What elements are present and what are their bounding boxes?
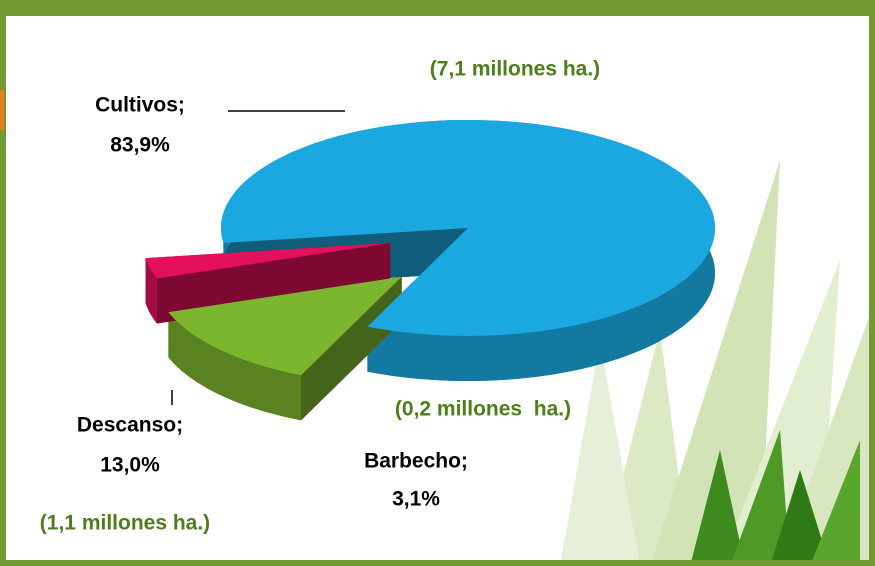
slice-value-label: 13,0% (100, 454, 160, 477)
slice (145, 243, 391, 279)
slice-value-label: 83,9% (110, 134, 170, 157)
slice-value-label: 3,1% (392, 488, 440, 511)
slice (221, 120, 715, 336)
pie (145, 120, 715, 421)
background-grass (560, 160, 875, 566)
annotation: (1,1 millones ha.) (40, 512, 210, 535)
slice (168, 276, 402, 376)
slice-label: Barbecho; (364, 450, 468, 473)
top-bar (0, 0, 875, 16)
slice-label: Descanso; (77, 414, 183, 437)
slice-label: Cultivos; (95, 94, 185, 117)
annotation: (7,1 millones ha.) (430, 58, 600, 81)
side-accent (0, 90, 4, 130)
slice-rim (168, 312, 302, 421)
annotation: (0,2 millones ha.) (395, 398, 571, 421)
slice-rim (145, 258, 157, 324)
